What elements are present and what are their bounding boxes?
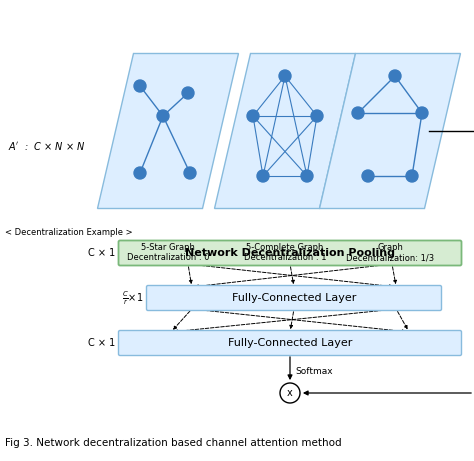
- Circle shape: [134, 80, 146, 92]
- Circle shape: [406, 170, 418, 182]
- Text: Fully-Connected Layer: Fully-Connected Layer: [232, 293, 356, 303]
- Text: 5-Star Graph
Decentralization : 0: 5-Star Graph Decentralization : 0: [127, 243, 209, 262]
- Text: C × 1: C × 1: [88, 248, 115, 258]
- Text: $A'$  :  C $\times$ N $\times$ N: $A'$ : C $\times$ N $\times$ N: [8, 140, 86, 152]
- Circle shape: [157, 110, 169, 122]
- Circle shape: [362, 170, 374, 182]
- Text: Softmax: Softmax: [295, 366, 333, 376]
- FancyBboxPatch shape: [118, 331, 462, 355]
- Polygon shape: [215, 53, 356, 208]
- Circle shape: [182, 87, 194, 99]
- Circle shape: [352, 107, 364, 119]
- FancyBboxPatch shape: [146, 285, 441, 311]
- Polygon shape: [98, 53, 238, 208]
- Circle shape: [279, 70, 291, 82]
- Text: < Decentralization Example >: < Decentralization Example >: [5, 229, 133, 237]
- Circle shape: [389, 70, 401, 82]
- Text: Network Decentralization Pooling: Network Decentralization Pooling: [185, 248, 395, 258]
- Circle shape: [134, 167, 146, 179]
- Circle shape: [416, 107, 428, 119]
- Circle shape: [301, 170, 313, 182]
- Text: C × 1: C × 1: [88, 338, 115, 348]
- Text: Graph
Decentralization: 1/3: Graph Decentralization: 1/3: [346, 243, 434, 262]
- Text: x: x: [287, 388, 293, 398]
- Circle shape: [247, 110, 259, 122]
- Polygon shape: [319, 53, 461, 208]
- Text: Fig 3. Network decentralization based channel attention method: Fig 3. Network decentralization based ch…: [5, 438, 342, 448]
- Text: $\frac{C}{r}$×1: $\frac{C}{r}$×1: [122, 289, 143, 307]
- Circle shape: [311, 110, 323, 122]
- Text: 5-Complete Graph
Decentralization : 1: 5-Complete Graph Decentralization : 1: [244, 243, 326, 262]
- Text: Fully-Connected Layer: Fully-Connected Layer: [228, 338, 352, 348]
- Circle shape: [257, 170, 269, 182]
- Circle shape: [184, 167, 196, 179]
- FancyBboxPatch shape: [118, 241, 462, 266]
